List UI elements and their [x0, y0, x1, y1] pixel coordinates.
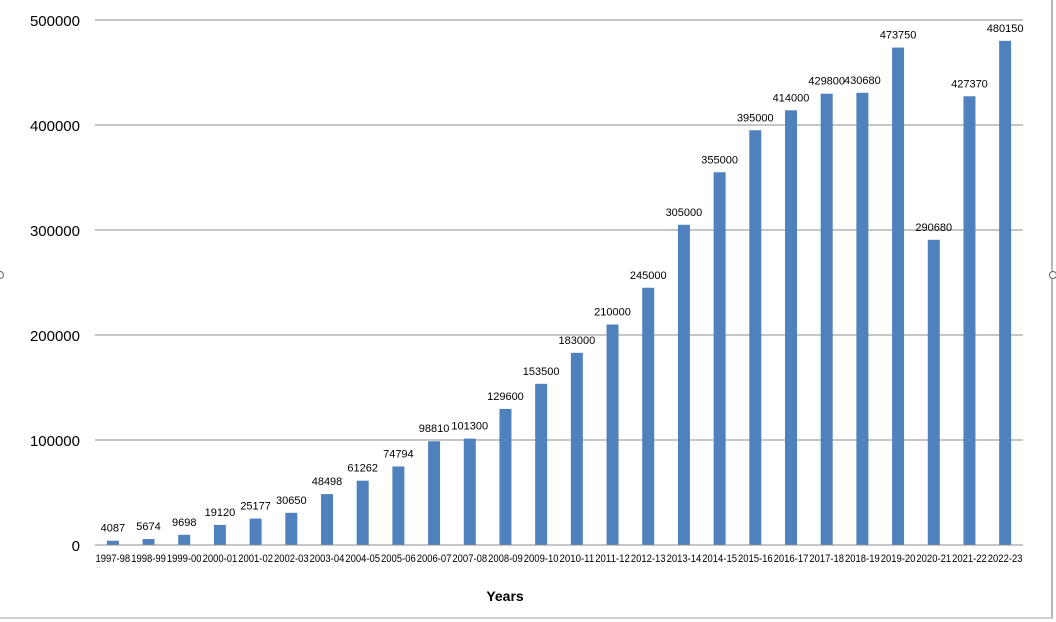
x-tick-label: 2022-23: [988, 553, 1023, 565]
bar-data-label: 429800: [808, 76, 845, 88]
bar: [499, 408, 512, 545]
bar-data-label: 430680: [844, 75, 881, 87]
x-tick-label: 2014-15: [702, 553, 737, 565]
bar-data-label: 9698: [172, 517, 196, 529]
bar: [321, 494, 333, 545]
bar-data-label: 129600: [487, 391, 524, 403]
x-tick-label: 2000-01: [203, 553, 238, 565]
bar-data-label: 480150: [987, 23, 1024, 35]
bar: [106, 540, 119, 545]
bar: [856, 92, 869, 545]
bar: [963, 96, 976, 545]
bar: [178, 534, 191, 545]
x-tick-label: 2011-12: [595, 553, 630, 565]
bar-data-label: 395000: [737, 112, 774, 124]
x-tick-label: 1999-00: [167, 553, 202, 565]
x-tick-label: 2013-14: [667, 553, 702, 565]
bar-data-label: 290680: [915, 222, 952, 234]
bar: [713, 172, 726, 545]
bar-data-label: 305000: [666, 207, 703, 219]
x-tick-label: 2018-19: [845, 553, 880, 565]
bar-data-label: 98810: [419, 423, 450, 435]
bar: [142, 539, 155, 545]
x-tick-label: 2004-05: [345, 553, 380, 565]
x-tick-label: 2010-11: [560, 553, 595, 565]
bar-data-label: 153500: [523, 366, 560, 378]
x-tick-label: 2008-09: [488, 553, 523, 565]
x-tick-label: 2007-08: [452, 553, 487, 565]
bar-data-label: 245000: [630, 270, 667, 282]
x-tick-label: 2012-13: [631, 553, 666, 565]
x-tick-label: 1998-99: [131, 553, 166, 565]
bar: [428, 441, 441, 545]
bar: [999, 40, 1012, 545]
bar: [570, 352, 583, 545]
x-tick-label: 1997-98: [96, 553, 131, 565]
right-resize-handle[interactable]: [1049, 271, 1056, 279]
x-tick-label: 2016-17: [774, 553, 809, 565]
bar-data-label: 25177: [240, 501, 271, 513]
bar-data-label: 19120: [205, 507, 236, 519]
y-tick-label: 500000: [30, 13, 80, 30]
bar-data-label: 30650: [276, 495, 307, 507]
bar-data-label: 183000: [558, 335, 595, 347]
y-tick-label: 100000: [30, 433, 80, 450]
bar: [785, 110, 797, 546]
bar: [927, 239, 940, 545]
data-labels: 4087 5674 9698 19120 25177 30650 48498 61262 747…: [101, 23, 1024, 535]
bar-data-label: 355000: [701, 154, 738, 166]
x-tick-label: 2015-16: [738, 553, 773, 565]
bar: [642, 287, 655, 545]
bar-data-label: 61262: [347, 463, 378, 475]
bar: [356, 480, 369, 545]
y-tick-label: 400000: [30, 118, 80, 135]
y-axis-tick-labels: 0 100000 200000 300000 400000 500000: [30, 13, 80, 555]
x-tick-label: 2009-10: [524, 553, 559, 565]
y-tick-label: 0: [72, 538, 80, 555]
bar-data-label: 4087: [101, 523, 125, 535]
x-tick-label: 2021-22: [952, 553, 987, 565]
bar-data-label: 427370: [951, 78, 988, 90]
bar: [677, 224, 690, 545]
x-tick-label: 2002-03: [274, 553, 309, 565]
y-tick-label: 200000: [30, 328, 80, 345]
bar-data-label: 414000: [773, 92, 810, 104]
x-axis-tick-labels: 1997-98 1998-99 1999-00 2000-01 2001-02 2002-…: [96, 553, 1023, 565]
bar-data-label: 74794: [383, 448, 414, 460]
y-tick-label: 300000: [30, 223, 80, 240]
x-axis-title: Years: [486, 588, 524, 604]
bar: [249, 518, 262, 545]
bar: [892, 47, 905, 545]
bar: [820, 93, 833, 546]
x-tick-label: 2001-02: [238, 553, 273, 565]
x-tick-label: 2020-21: [916, 553, 951, 565]
x-tick-label: 2003-04: [310, 553, 345, 565]
bar: [392, 466, 405, 545]
bar: [535, 383, 548, 545]
bar-data-label: 101300: [451, 421, 488, 433]
bar: [463, 438, 476, 545]
bar-data-label: 210000: [594, 307, 631, 319]
bar-data-label: 48498: [312, 476, 343, 488]
bar: [749, 130, 762, 545]
bars: [106, 40, 1012, 546]
bar: [606, 324, 619, 545]
bar-data-label: 473750: [880, 30, 917, 42]
bar-data-label: 5674: [136, 521, 160, 533]
bar: [213, 524, 226, 545]
x-tick-label: 2017-18: [809, 553, 844, 565]
x-tick-label: 2019-20: [881, 553, 916, 565]
x-tick-label: 2005-06: [381, 553, 416, 565]
x-tick-label: 2006-07: [417, 553, 452, 565]
bar: [285, 512, 298, 545]
